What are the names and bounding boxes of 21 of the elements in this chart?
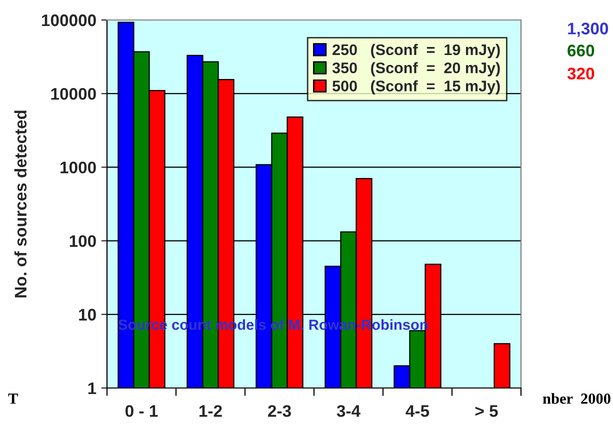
y-tick-label: 10000 bbox=[51, 88, 96, 100]
text: 1,300 bbox=[568, 22, 608, 37]
x-tick-label: > 5 bbox=[475, 405, 498, 417]
text: nber 2000 bbox=[542, 393, 610, 404]
legend-label: 250 (Sconf = 19 mJy) bbox=[332, 44, 500, 58]
legend-label: 500 (Sconf = 15 mJy) bbox=[332, 80, 500, 94]
y-tick-label: 100000 bbox=[42, 14, 96, 26]
x-tick-label: 2-3 bbox=[268, 405, 291, 417]
x-tick-label: 3-4 bbox=[336, 405, 360, 417]
y-tick-label: 1 bbox=[88, 382, 96, 394]
legend-label: 350 (Sconf = 20 mJy) bbox=[332, 62, 500, 76]
y-tick-label: 10 bbox=[79, 308, 96, 321]
y-tick-label: 1000 bbox=[60, 162, 96, 174]
x-tick-label: 4-5 bbox=[406, 405, 430, 417]
x-tick-label: 0 - 1 bbox=[125, 405, 158, 417]
y-tick-label: 100 bbox=[70, 235, 96, 248]
text: 660 bbox=[568, 44, 594, 56]
text: T bbox=[8, 394, 18, 404]
y-axis-title: No. of sources detected bbox=[14, 110, 27, 298]
x-tick-label: 1-2 bbox=[200, 405, 222, 417]
text: 320 bbox=[567, 68, 594, 80]
